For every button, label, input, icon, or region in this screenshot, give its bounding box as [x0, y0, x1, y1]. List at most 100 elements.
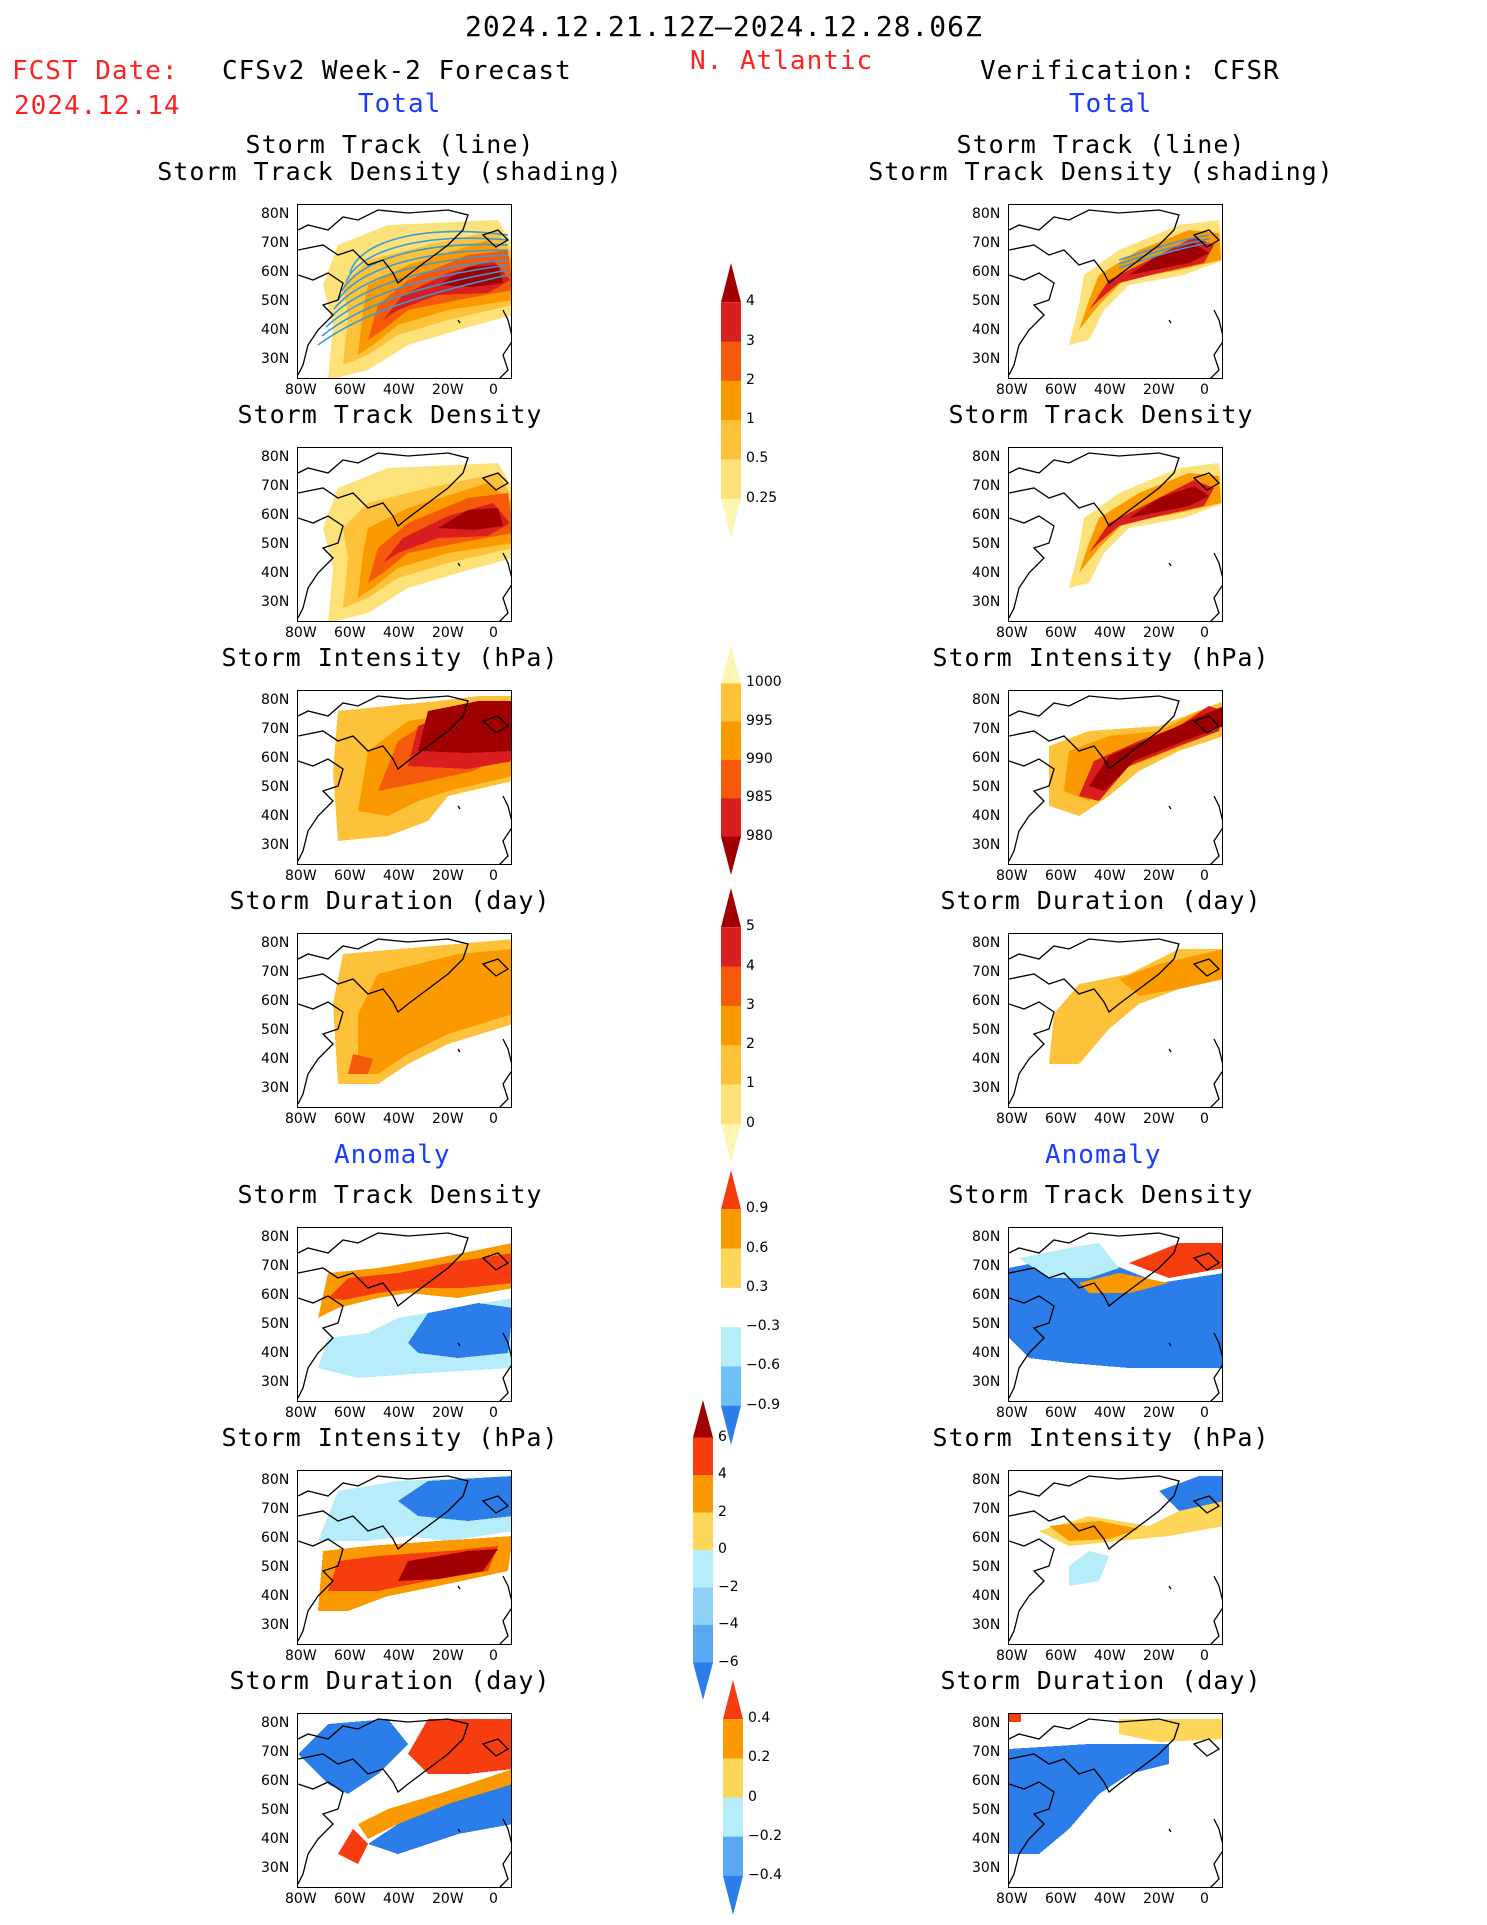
coastline — [1210, 309, 1222, 378]
lon-tick-label: 60W — [334, 868, 366, 884]
lat-tick-label: 30N — [972, 837, 1001, 853]
lon-tick-label: 0 — [1200, 1405, 1209, 1421]
shaded-region — [1159, 1476, 1222, 1511]
coastline — [457, 562, 461, 567]
lat-tick-label: 30N — [261, 1617, 290, 1633]
coastline — [1210, 1332, 1222, 1401]
coastline — [457, 1828, 461, 1833]
colorbar-label: 1 — [746, 1075, 755, 1092]
lon-tick-label: 0 — [489, 382, 498, 398]
lat-tick-label: 30N — [972, 594, 1001, 610]
lat-tick-label: 60N — [972, 1773, 1001, 1789]
map-field — [298, 1232, 511, 1401]
lon-tick-label: 80W — [996, 1111, 1028, 1127]
lat-tick-label: 70N — [972, 478, 1001, 494]
colorbar-segment — [723, 1797, 743, 1838]
lon-tick-label: 0 — [489, 1111, 498, 1127]
lat-tick-label: 80N — [972, 1715, 1001, 1731]
lat-tick-label: 40N — [972, 1051, 1001, 1067]
coastline — [1192, 1252, 1221, 1271]
lon-tick-label: 80W — [285, 1405, 317, 1421]
colorbar-segment — [721, 721, 741, 761]
coastline — [481, 1252, 510, 1271]
shaded-region — [348, 1054, 373, 1074]
lon-tick-label: 60W — [334, 625, 366, 641]
shaded-region — [1079, 1273, 1169, 1293]
map-panel — [1008, 447, 1223, 622]
lat-tick-label: 70N — [261, 1744, 290, 1760]
lon-tick-label: 20W — [1143, 1648, 1175, 1664]
shaded-region — [1129, 243, 1209, 275]
lat-tick-label: 50N — [972, 293, 1001, 309]
coastline — [1009, 758, 1055, 862]
colorbar-label: 4 — [746, 293, 755, 310]
lon-tick-label: 80W — [285, 382, 317, 398]
colorbar-intensity — [720, 645, 742, 879]
lat-tick-label: 60N — [972, 507, 1001, 523]
coastline — [1168, 1048, 1172, 1053]
lon-tick-label: 60W — [334, 1111, 366, 1127]
shaded-region — [358, 1769, 511, 1839]
colorbar-label: −2 — [718, 1578, 739, 1595]
colorbar-segment — [723, 1836, 743, 1877]
colorbar-label: 0.3 — [746, 1278, 769, 1295]
lon-tick-label: 20W — [1143, 868, 1175, 884]
lat-tick-label: 60N — [261, 264, 290, 280]
map-field — [1009, 1714, 1222, 1887]
colorbar-segment — [723, 1719, 743, 1759]
lat-tick-label: 50N — [972, 1802, 1001, 1818]
lon-tick-label: 0 — [489, 625, 498, 641]
colorbar-segment — [721, 1366, 741, 1407]
lon-tick-label: 0 — [1200, 1111, 1209, 1127]
lat-tick-label: 80N — [972, 449, 1001, 465]
lat-tick-label: 50N — [261, 1022, 290, 1038]
lat-tick-label: 80N — [261, 1715, 290, 1731]
lon-tick-label: 20W — [1143, 382, 1175, 398]
map-field — [298, 938, 511, 1107]
colorbar-segment — [721, 798, 741, 838]
storm-track-line — [1118, 234, 1210, 261]
left-panel1-title-line1: Storm Track (line) — [245, 130, 535, 159]
map-panel — [1008, 1713, 1223, 1888]
colorbar-segment — [721, 966, 741, 1007]
lat-tick-label: 80N — [261, 1472, 290, 1488]
lat-tick-label: 60N — [972, 750, 1001, 766]
lon-tick-label: 40W — [383, 868, 415, 884]
map-field — [298, 452, 511, 621]
lon-tick-label: 20W — [432, 868, 464, 884]
map-field — [298, 1718, 511, 1887]
storm-track-line — [317, 274, 509, 346]
lon-tick-label: 40W — [1094, 868, 1126, 884]
lat-tick-label: 70N — [261, 235, 290, 251]
lon-tick-label: 0 — [1200, 625, 1209, 641]
lat-tick-label: 50N — [261, 1316, 290, 1332]
coastline — [457, 1048, 461, 1053]
lat-tick-label: 80N — [261, 692, 290, 708]
colorbar-segment — [721, 1123, 741, 1163]
colorbar-density — [720, 263, 742, 542]
map-field — [1009, 452, 1222, 621]
coastline — [298, 1001, 344, 1105]
colorbar-label: 1 — [746, 411, 755, 428]
lat-tick-label: 60N — [972, 1530, 1001, 1546]
lat-tick-label: 40N — [972, 1345, 1001, 1361]
storm-track-line — [329, 259, 509, 319]
colorbar-label: 0.25 — [746, 489, 778, 506]
coastline — [1192, 229, 1221, 248]
lon-tick-label: 40W — [383, 1405, 415, 1421]
left-anomaly-label: Anomaly — [334, 1140, 451, 1170]
lat-tick-label: 30N — [972, 1860, 1001, 1876]
lon-tick-label: 80W — [996, 382, 1028, 398]
lat-tick-label: 30N — [261, 351, 290, 367]
colorbar-label: −0.2 — [748, 1827, 782, 1844]
colorbar-label: 0.4 — [748, 1710, 771, 1727]
coastline — [457, 319, 461, 324]
lat-tick-label: 80N — [972, 206, 1001, 222]
colorbar-segment — [693, 1625, 713, 1663]
left-panel5-title: Storm Track Density — [237, 1180, 543, 1209]
coastline — [1168, 562, 1172, 567]
lat-tick-label: 40N — [261, 1345, 290, 1361]
lon-tick-label: 80W — [996, 1648, 1028, 1664]
shaded-region — [398, 1476, 511, 1521]
lon-tick-label: 60W — [1045, 1648, 1077, 1664]
